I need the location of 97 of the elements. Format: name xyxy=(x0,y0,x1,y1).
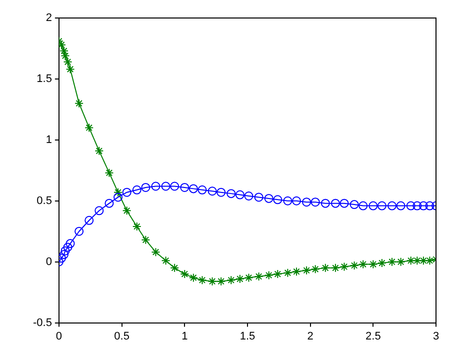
point xyxy=(198,185,207,194)
point xyxy=(396,257,406,266)
point xyxy=(180,270,190,279)
point xyxy=(425,256,434,266)
point xyxy=(63,242,72,252)
point xyxy=(84,216,94,225)
x-tick-label: 0.5 xyxy=(114,330,130,342)
point xyxy=(406,201,416,210)
y-tick-label: 0.5 xyxy=(36,194,52,207)
point xyxy=(198,276,207,285)
point xyxy=(74,98,84,108)
point xyxy=(418,256,428,266)
point xyxy=(340,198,349,208)
point xyxy=(273,195,282,204)
point xyxy=(330,263,340,272)
point xyxy=(122,206,132,216)
point xyxy=(340,262,349,272)
point xyxy=(350,261,359,270)
point xyxy=(104,198,114,208)
x-tick-label: 1 xyxy=(182,330,188,342)
point xyxy=(235,190,244,200)
point xyxy=(283,196,292,206)
point xyxy=(406,256,416,266)
point xyxy=(132,185,142,194)
point xyxy=(94,146,104,156)
point xyxy=(161,256,170,266)
point xyxy=(358,201,368,210)
point xyxy=(170,263,180,272)
point xyxy=(226,276,236,285)
point xyxy=(377,201,386,210)
point xyxy=(84,123,94,132)
point xyxy=(104,168,114,178)
point xyxy=(302,198,312,207)
point xyxy=(151,248,160,257)
point xyxy=(310,264,320,274)
point xyxy=(388,257,397,266)
point xyxy=(273,270,282,279)
point xyxy=(244,192,254,201)
y-tick-label: -0.5 xyxy=(32,316,52,329)
point xyxy=(292,267,301,276)
point xyxy=(264,194,274,203)
point xyxy=(180,182,190,192)
x-tick-label: 2.5 xyxy=(366,330,381,342)
point xyxy=(330,198,340,208)
point xyxy=(74,226,84,236)
point xyxy=(320,263,330,272)
point xyxy=(141,235,150,244)
point xyxy=(226,189,236,198)
point xyxy=(132,222,142,231)
point xyxy=(151,182,160,191)
point xyxy=(59,250,68,260)
point xyxy=(208,276,217,286)
point xyxy=(244,273,254,282)
point xyxy=(60,246,70,256)
point xyxy=(94,206,104,216)
point xyxy=(320,198,330,208)
point xyxy=(292,196,301,206)
y-tick-label: 0 xyxy=(46,256,52,268)
point xyxy=(368,201,378,210)
point xyxy=(66,64,75,74)
point xyxy=(216,188,226,197)
point xyxy=(358,260,368,269)
x-tick-label: 1.5 xyxy=(240,330,256,342)
point xyxy=(418,201,428,210)
point xyxy=(302,266,312,275)
point xyxy=(254,192,264,202)
x-tick-label: 2 xyxy=(307,330,314,342)
point xyxy=(208,186,217,196)
point xyxy=(188,184,198,194)
point xyxy=(264,270,274,280)
point xyxy=(350,200,359,210)
point xyxy=(310,198,320,207)
point xyxy=(114,192,123,202)
point xyxy=(188,273,198,282)
point xyxy=(412,201,422,210)
point xyxy=(412,256,422,266)
point xyxy=(283,268,292,278)
point xyxy=(396,201,406,210)
point xyxy=(368,260,378,269)
point xyxy=(216,276,226,286)
point xyxy=(66,239,75,248)
point xyxy=(425,201,434,210)
point xyxy=(388,201,397,210)
y-tick-label: 2 xyxy=(46,12,52,24)
point xyxy=(141,182,150,192)
x-tick-label: 3 xyxy=(432,330,440,342)
point xyxy=(254,272,264,281)
point xyxy=(122,188,132,197)
point xyxy=(63,57,72,66)
y-tick-label: 1.5 xyxy=(36,72,52,85)
point xyxy=(161,182,170,191)
point xyxy=(235,274,244,284)
y-tick-label: 1 xyxy=(46,134,52,146)
point xyxy=(114,188,123,197)
point xyxy=(377,258,386,268)
point xyxy=(170,182,180,191)
x-tick-label: 0 xyxy=(56,330,62,342)
